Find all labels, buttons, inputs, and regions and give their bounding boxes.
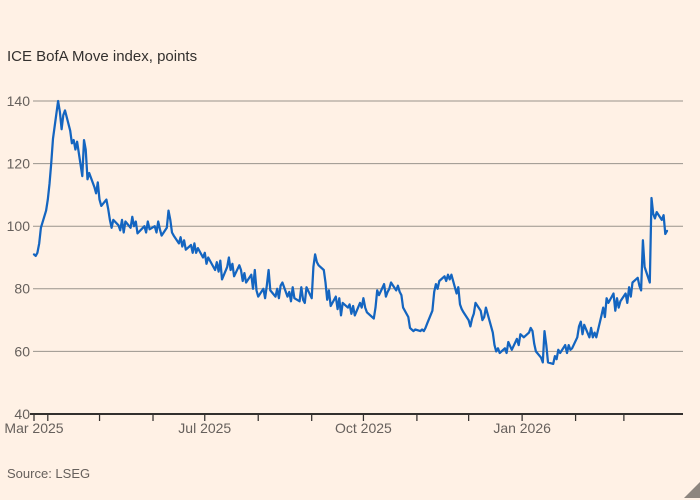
chart-subtitle: ICE BofA Move index, points — [7, 48, 198, 65]
x-tick-label: Jul 2025 — [178, 420, 231, 436]
y-tick-label: 80 — [14, 281, 30, 297]
x-tick-label: Jan 2026 — [493, 420, 551, 436]
y-tick-label: 40 — [14, 406, 30, 422]
corner-triangle-icon — [684, 482, 700, 498]
y-tick-label: 100 — [7, 218, 31, 234]
source-note: Source: LSEG — [7, 466, 91, 481]
y-tick-label: 60 — [14, 343, 30, 359]
x-tick-label: Mar 2025 — [4, 420, 63, 436]
series-line — [32, 99, 669, 366]
y-tick-label: 140 — [7, 93, 31, 109]
x-tick-label: Oct 2025 — [335, 420, 392, 436]
y-tick-label: 120 — [7, 156, 31, 172]
